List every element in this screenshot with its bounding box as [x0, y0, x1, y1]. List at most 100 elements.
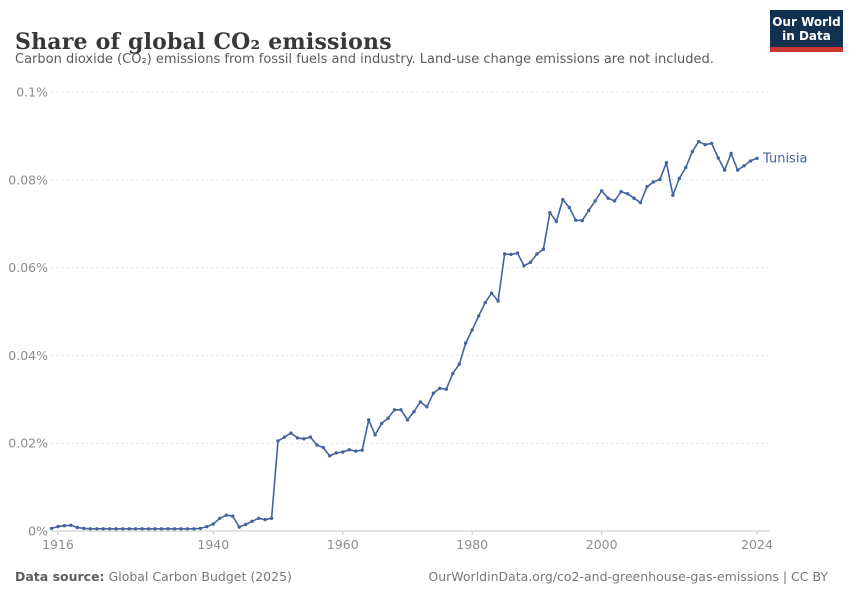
data-point-marker[interactable] [75, 525, 80, 530]
data-point-marker[interactable] [684, 165, 688, 170]
data-point-marker[interactable] [282, 435, 287, 439]
data-point-marker[interactable] [153, 527, 157, 531]
data-point-marker[interactable] [289, 431, 293, 435]
data-point-marker[interactable] [179, 527, 183, 531]
data-point-marker[interactable] [166, 527, 170, 531]
data-point-marker[interactable] [250, 519, 254, 523]
data-point-marker[interactable] [658, 177, 662, 182]
data-point-marker[interactable] [334, 451, 338, 455]
data-point-marker[interactable] [755, 156, 759, 160]
data-point-marker[interactable] [263, 517, 267, 522]
data-point-marker[interactable] [114, 527, 118, 531]
data-point-marker[interactable] [651, 180, 656, 184]
data-point-marker[interactable] [192, 527, 196, 531]
data-point-marker[interactable] [101, 527, 106, 531]
data-point-marker[interactable] [88, 527, 93, 531]
data-point-marker[interactable] [722, 168, 727, 172]
data-point-marker[interactable] [587, 208, 591, 213]
data-point-marker[interactable] [244, 522, 248, 527]
data-point-marker[interactable] [638, 200, 643, 205]
data-point-marker[interactable] [354, 449, 358, 453]
data-point-marker[interactable] [444, 387, 448, 391]
data-point-marker[interactable] [276, 439, 280, 443]
data-line-tunisia[interactable] [50, 140, 758, 530]
data-point-marker[interactable] [697, 139, 701, 144]
data-point-marker[interactable] [729, 151, 733, 156]
data-point-marker[interactable] [185, 527, 190, 531]
data-point-marker[interactable] [418, 400, 423, 404]
data-point-marker[interactable] [522, 264, 526, 268]
data-point-marker[interactable] [218, 516, 222, 520]
data-point-marker[interactable] [295, 436, 300, 440]
owid-logo[interactable]: Our World in Data [770, 10, 843, 52]
data-point-marker[interactable] [593, 199, 597, 203]
data-point-marker[interactable] [554, 219, 559, 224]
data-point-marker[interactable] [742, 164, 746, 168]
data-point-marker[interactable] [121, 527, 125, 531]
data-point-marker[interactable] [619, 190, 623, 194]
data-point-marker[interactable] [477, 314, 481, 318]
data-point-marker[interactable] [127, 527, 131, 531]
data-point-marker[interactable] [509, 252, 513, 257]
data-point-marker[interactable] [625, 192, 630, 196]
data-point-marker[interactable] [269, 516, 274, 520]
data-point-marker[interactable] [140, 527, 144, 531]
data-point-marker[interactable] [302, 437, 306, 441]
data-point-marker[interactable] [95, 527, 99, 531]
data-point-marker[interactable] [438, 386, 442, 390]
data-point-marker[interactable] [677, 176, 681, 181]
data-point-marker[interactable] [464, 341, 468, 345]
data-point-marker[interactable] [412, 409, 416, 414]
data-point-marker[interactable] [49, 526, 54, 531]
data-point-marker[interactable] [528, 260, 533, 264]
data-point-marker[interactable] [146, 527, 151, 531]
data-point-marker[interactable] [231, 514, 235, 518]
data-point-marker[interactable] [205, 524, 209, 529]
credit-link[interactable]: OurWorldinData.org/co2-and-greenhouse-ga… [428, 569, 828, 584]
data-point-marker[interactable] [451, 371, 455, 376]
data-point-marker[interactable] [580, 218, 584, 223]
data-point-marker[interactable] [489, 291, 494, 295]
data-point-marker[interactable] [386, 416, 390, 420]
data-point-marker[interactable] [315, 443, 319, 447]
data-point-marker[interactable] [600, 189, 604, 193]
data-point-marker[interactable] [392, 408, 397, 412]
data-point-marker[interactable] [748, 159, 753, 163]
data-point-marker[interactable] [535, 252, 539, 256]
data-point-marker[interactable] [379, 421, 384, 426]
data-point-marker[interactable] [341, 450, 345, 454]
data-point-marker[interactable] [671, 193, 675, 197]
data-point-marker[interactable] [425, 405, 429, 409]
data-point-marker[interactable] [632, 196, 636, 200]
data-point-marker[interactable] [515, 251, 520, 255]
data-point-marker[interactable] [367, 418, 371, 422]
data-point-marker[interactable] [561, 197, 565, 202]
data-point-marker[interactable] [62, 524, 67, 528]
data-point-marker[interactable] [224, 513, 228, 517]
data-point-marker[interactable] [108, 527, 112, 531]
data-point-marker[interactable] [612, 199, 617, 203]
data-point-marker[interactable] [541, 247, 546, 251]
data-point-marker[interactable] [606, 196, 610, 200]
data-point-marker[interactable] [567, 205, 571, 210]
data-point-marker[interactable] [690, 150, 694, 154]
data-point-marker[interactable] [211, 522, 215, 526]
data-point-marker[interactable] [56, 524, 60, 529]
data-point-marker[interactable] [399, 408, 403, 412]
data-point-marker[interactable] [198, 526, 203, 531]
data-point-marker[interactable] [360, 448, 364, 452]
data-point-marker[interactable] [457, 362, 461, 366]
data-point-marker[interactable] [431, 391, 436, 395]
data-point-marker[interactable] [321, 445, 325, 450]
data-point-marker[interactable] [703, 143, 707, 147]
data-point-marker[interactable] [483, 301, 487, 305]
data-point-marker[interactable] [548, 211, 552, 215]
data-point-marker[interactable] [574, 218, 578, 222]
data-point-marker[interactable] [710, 141, 714, 146]
data-point-marker[interactable] [347, 448, 351, 452]
chart-plot-area[interactable]: 0% 0.02% 0.04% 0.06% 0.08% 0.1% 1916 1940 1960 19… [0, 0, 850, 562]
data-point-marker[interactable] [328, 454, 332, 458]
data-point-marker[interactable] [373, 433, 377, 437]
entity-label[interactable]: Tunisia [762, 151, 807, 166]
data-point-marker[interactable] [716, 156, 720, 160]
